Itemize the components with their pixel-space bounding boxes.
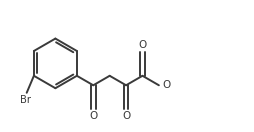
Text: Br: Br [20, 95, 31, 105]
Text: O: O [138, 40, 147, 50]
Text: O: O [162, 80, 170, 90]
Text: O: O [122, 111, 130, 121]
Text: O: O [89, 111, 97, 121]
